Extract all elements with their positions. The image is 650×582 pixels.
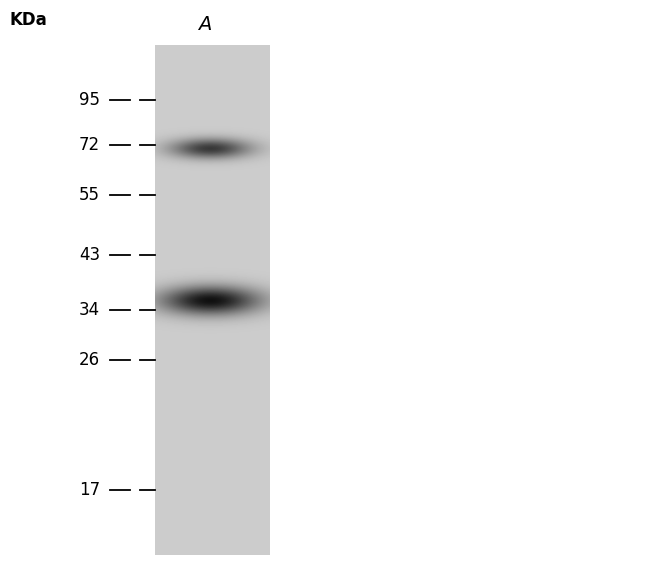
Text: 34: 34: [79, 301, 100, 319]
Text: 95: 95: [79, 91, 100, 109]
Text: A: A: [198, 16, 212, 34]
FancyBboxPatch shape: [155, 45, 270, 555]
Text: 26: 26: [79, 351, 100, 369]
Text: 72: 72: [79, 136, 100, 154]
Text: 55: 55: [79, 186, 100, 204]
Text: KDa: KDa: [9, 11, 47, 29]
Text: 43: 43: [79, 246, 100, 264]
Text: 17: 17: [79, 481, 100, 499]
